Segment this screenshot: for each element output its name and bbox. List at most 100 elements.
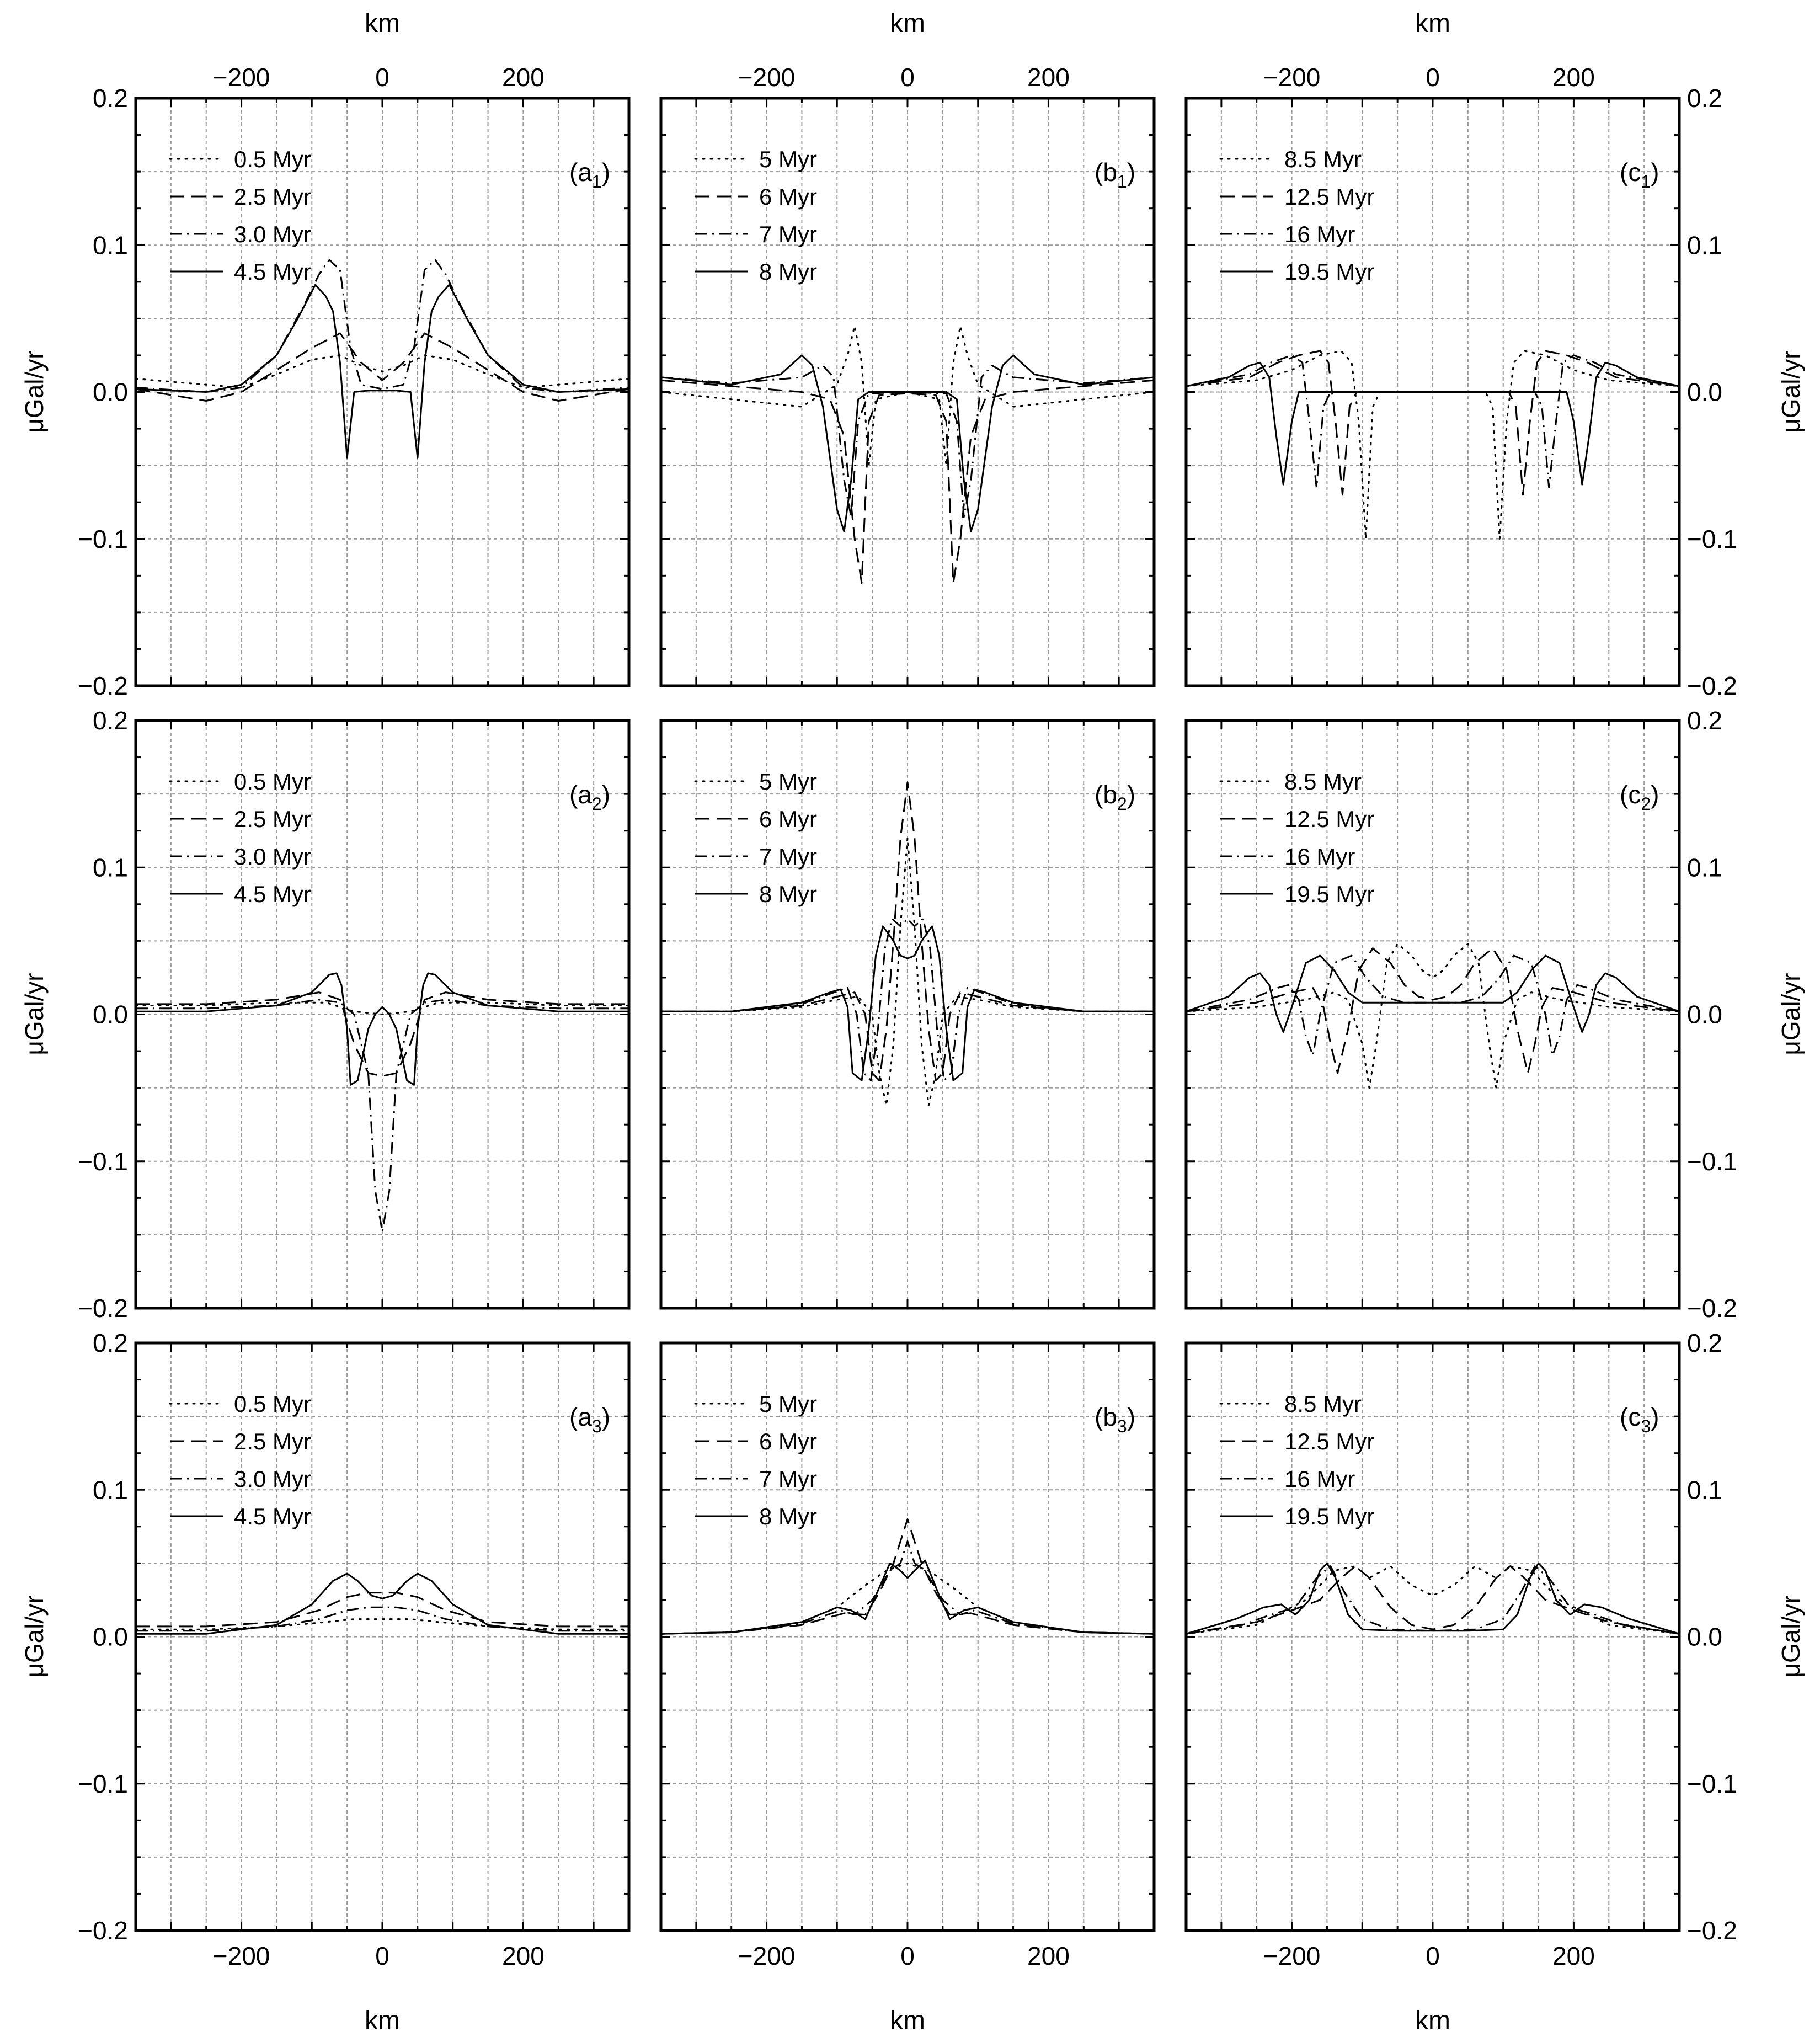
y-tick-label: 0.2 [1687,706,1722,735]
legend-entry: 5 Myr [759,146,817,172]
y-tick-label: −0.2 [1687,1294,1737,1323]
panel-label: (c1) [1620,158,1659,191]
legend-entry: 7 Myr [759,1466,817,1492]
x-tick-label: 200 [1552,63,1595,92]
series-line-b2-3 [661,918,1154,1081]
legend-entry: 8.5 Myr [1284,1391,1362,1417]
series-line-c2-2 [1186,947,1680,1074]
panel-label: (a1) [569,158,610,191]
legend-entry: 8 Myr [759,1503,817,1529]
legend-entry: 5 Myr [759,1391,817,1417]
series-line-a2-3 [136,999,629,1233]
y-tick-label: 0.2 [93,1329,128,1357]
y-tick-label: 0.0 [93,1623,128,1651]
plot-frame [659,719,1156,1310]
legend-entry: 16 Myr [1284,221,1355,247]
x-tick-label: 200 [502,63,545,92]
series-line-b2-4 [661,925,1154,1081]
legend-entry: 4.5 Myr [234,259,311,285]
legend-entry: 6 Myr [759,1428,817,1454]
x-tick-label: −200 [738,63,796,92]
series-line-a3-3 [136,1606,629,1632]
top-axis-label-c: km [1415,9,1450,38]
y-tick-label: 0.2 [1687,1329,1722,1357]
panels-layer: 0.5 Myr 2.5 Myr 3.0 Myr 4.5 Myr (a1) −200 0 200… [78,63,1737,1970]
y-tick-label: 0.2 [1687,84,1722,113]
bottom-axis-label-b: km [890,2006,925,2035]
bottom-axis-label-a: km [365,2006,400,2035]
series-line-b3-2 [660,1518,1155,1635]
y-tick-label: −0.2 [78,1916,128,1945]
legend-entry: 8 Myr [759,259,817,285]
series-line-b1-4 [660,354,1155,532]
plot-frame [134,1341,631,1932]
x-tick-label: 0 [900,1942,915,1970]
y-tick-label: −0.1 [1687,1147,1737,1176]
top-axis-label-b: km [890,9,925,38]
plot-frame [1184,719,1681,1310]
legend-entry: 4.5 Myr [234,1503,311,1529]
y-tick-label: −0.2 [1687,1916,1737,1945]
legend-entry: 12.5 Myr [1284,184,1374,210]
y-tick-label: 0.1 [93,1475,128,1504]
legend-entry: 19.5 Myr [1284,881,1374,907]
x-tick-label: −200 [1263,1942,1321,1970]
series-line-c1-3 [1186,354,1680,489]
series-line-c1-2 [1186,350,1680,496]
legend-entry: 16 Myr [1284,1466,1355,1492]
legend-entry: 16 Myr [1284,844,1355,870]
right-axis-label-row2: μGal/yr [1776,973,1805,1055]
legend-entry: 3.0 Myr [234,844,311,870]
series-line-a1-4 [135,284,629,459]
series-line-b1-2 [660,379,1155,584]
series-line-c3-3 [1186,1565,1680,1635]
x-tick-label: 200 [1027,63,1070,92]
y-tick-label: 0.0 [93,1000,128,1029]
series-line-b3-3 [660,1540,1155,1635]
y-tick-label: 0.0 [1687,1000,1722,1029]
series-line-c3-2 [1186,1565,1680,1635]
y-tick-label: 0.0 [1687,378,1722,407]
y-tick-label: 0.1 [93,853,128,882]
legend-entry: 7 Myr [759,221,817,247]
legend-entry: 8.5 Myr [1284,146,1362,172]
y-tick-label: 0.1 [1687,1475,1722,1504]
legend-entry: 6 Myr [759,806,817,832]
legend-entry: 0.5 Myr [234,146,311,172]
series-line-b2-1 [660,837,1155,1107]
series-line-a3-4 [136,1572,629,1635]
bottom-axis-label-c: km [1415,2006,1450,2035]
x-tick-label: 0 [900,63,915,92]
y-tick-label: −0.1 [78,1769,128,1798]
legend-entry: 5 Myr [759,769,817,794]
legend-entry: 0.5 Myr [234,769,311,794]
legend-entry: 6 Myr [759,184,817,210]
y-tick-label: 0.1 [1687,853,1722,882]
legend-entry: 8.5 Myr [1284,769,1362,794]
plot-frame [1184,1341,1681,1932]
panel-label: (b1) [1095,158,1135,191]
left-axis-label-row2: μGal/yr [20,973,49,1055]
panel-c1: 8.5 Myr 12.5 Myr 16 Myr 19.5 Myr (c1) −200 0 20… [1184,63,1737,700]
y-tick-label: −0.2 [1687,671,1737,700]
legend-entry: 12.5 Myr [1284,806,1374,832]
y-tick-label: −0.1 [78,525,128,553]
panel-b2: 5 Myr 6 Myr 7 Myr 8 Myr (b2) [659,719,1156,1310]
legend-entry: 12.5 Myr [1284,1428,1374,1454]
legend-entry: 19.5 Myr [1284,1503,1374,1529]
panel-b1: 5 Myr 6 Myr 7 Myr 8 Myr (b1) −200 0 200 [659,63,1156,687]
y-tick-label: 0.2 [93,84,128,113]
series-line-a2-4 [136,972,629,1086]
series-line-a2-1 [135,1001,630,1015]
panel-c2: 8.5 Myr 12.5 Myr 16 Myr 19.5 Myr (c2) −0.2 −0.… [1184,706,1737,1323]
panel-b3: 5 Myr 6 Myr 7 Myr 8 Myr (b3) −200 0 200 [659,1341,1156,1970]
right-axis-label-row3: μGal/yr [1776,1595,1805,1677]
legend-entry: 2.5 Myr [234,184,311,210]
x-tick-label: 0 [1426,1942,1440,1970]
y-tick-label: 0.2 [93,706,128,735]
plot-frame [659,1341,1156,1932]
legend-entry: 8 Myr [759,881,817,907]
right-axis-label-row1: μGal/yr [1776,350,1805,433]
legend-entry: 2.5 Myr [234,1428,311,1454]
legend-entry: 7 Myr [759,844,817,870]
